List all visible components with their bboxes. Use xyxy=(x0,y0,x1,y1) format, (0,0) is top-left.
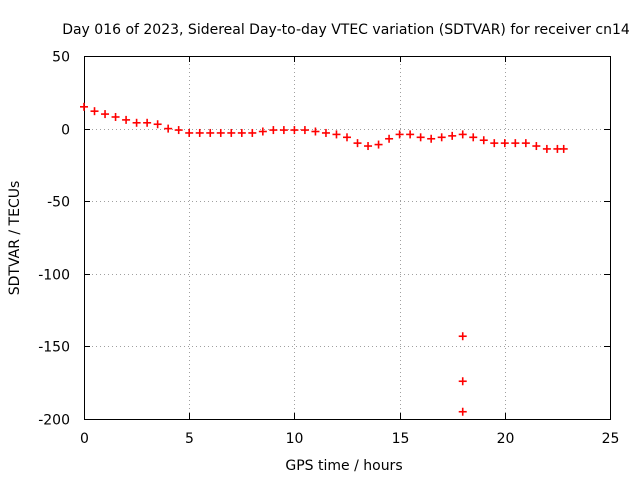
data-point xyxy=(101,110,110,119)
data-point xyxy=(80,102,88,111)
data-point xyxy=(458,130,467,139)
data-point xyxy=(406,130,415,139)
data-point xyxy=(385,134,394,143)
data-point xyxy=(132,118,141,127)
data-point xyxy=(321,128,330,137)
data-point xyxy=(237,128,246,137)
data-point xyxy=(248,128,257,137)
data-point xyxy=(374,140,383,149)
chart-title: Day 016 of 2023, Sidereal Day-to-day VTE… xyxy=(62,22,630,38)
data-point xyxy=(122,115,131,124)
y-tick-label: 50 xyxy=(52,50,70,66)
data-point xyxy=(437,133,446,142)
x-tick-label: 20 xyxy=(497,431,515,447)
data-point xyxy=(479,136,488,145)
data-point xyxy=(542,144,551,153)
data-point xyxy=(521,139,530,148)
data-point xyxy=(448,131,457,140)
data-point xyxy=(532,142,541,151)
data-point xyxy=(174,126,183,135)
tick-label-layer: 0 5 10 15 20 25 50 0 -50 -100 -150 -200 xyxy=(38,50,619,448)
y-tick-label: -150 xyxy=(38,340,70,356)
data-point xyxy=(227,128,236,137)
data-point xyxy=(290,126,299,135)
y-tick-label: -200 xyxy=(38,413,70,429)
data-point xyxy=(206,128,215,137)
data-point xyxy=(143,118,152,127)
data-point xyxy=(153,120,162,129)
data-point xyxy=(458,407,467,416)
data-point xyxy=(416,133,425,142)
data-point xyxy=(469,133,478,142)
data-point xyxy=(216,128,225,137)
data-point xyxy=(111,112,120,121)
data-point xyxy=(195,128,204,137)
data-point xyxy=(427,134,436,143)
data-point xyxy=(500,139,509,148)
x-tick-label: 15 xyxy=(392,431,410,447)
grid-layer xyxy=(84,56,610,419)
x-tick-label: 10 xyxy=(286,431,304,447)
y-tick-label: -100 xyxy=(38,268,70,284)
data-point xyxy=(311,127,320,136)
data-point xyxy=(258,127,267,136)
data-point xyxy=(511,139,520,148)
data-point xyxy=(300,126,309,135)
data-point xyxy=(490,139,499,148)
data-point xyxy=(185,128,194,137)
data-point xyxy=(353,139,362,148)
y-tick-label: 0 xyxy=(61,123,70,139)
data-point xyxy=(559,144,568,153)
y-axis-label: SDTVAR / TECUs xyxy=(7,181,23,296)
point-layer xyxy=(80,102,568,416)
data-point xyxy=(279,126,288,135)
data-point xyxy=(395,130,404,139)
x-axis-label: GPS time / hours xyxy=(285,458,402,474)
x-tick-label: 25 xyxy=(602,431,620,447)
data-point xyxy=(458,377,467,386)
data-point xyxy=(164,124,173,133)
data-point xyxy=(343,133,351,142)
data-point xyxy=(332,130,341,139)
data-point xyxy=(90,107,99,116)
y-tick-label: -50 xyxy=(47,195,70,211)
data-point xyxy=(269,126,278,135)
data-point xyxy=(458,332,467,341)
x-tick-label: 5 xyxy=(185,431,194,447)
data-point xyxy=(364,142,373,151)
plot-frame xyxy=(84,56,611,420)
x-tick-label: 0 xyxy=(80,431,89,447)
